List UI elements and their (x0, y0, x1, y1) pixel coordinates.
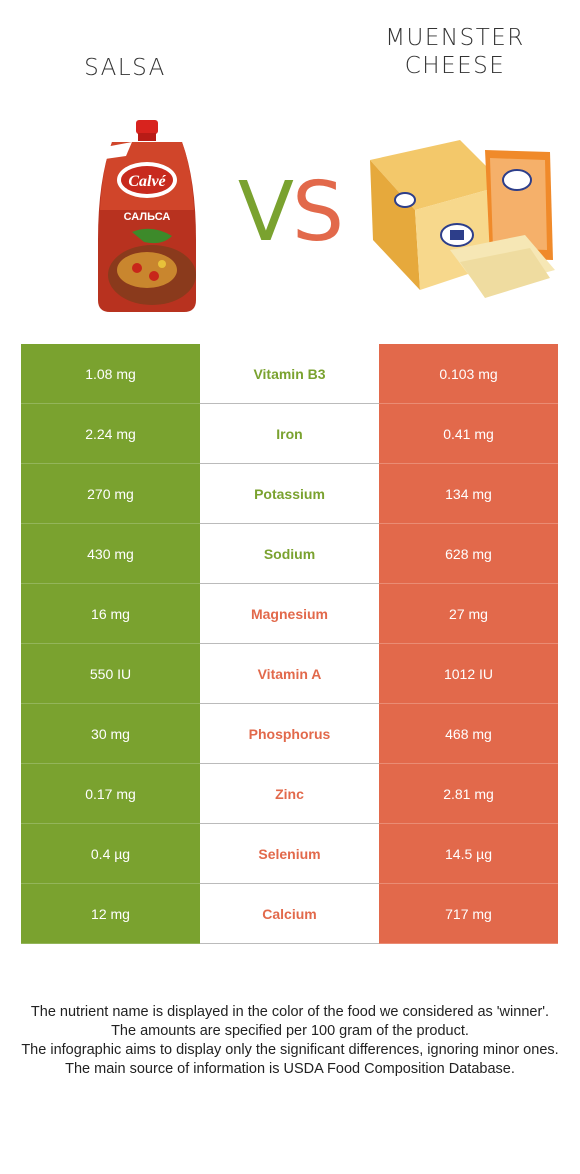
nutrient-name: Sodium (200, 523, 379, 584)
table-row: 0.17 mg Zinc 2.81 mg (21, 763, 558, 824)
footer-line: The main source of information is USDA F… (65, 1061, 515, 1077)
left-value: 270 mg (21, 463, 200, 524)
table-row: 2.24 mg Iron 0.41 mg (21, 403, 558, 464)
vs-label: VS (222, 168, 358, 258)
footer-notes: The nutrient name is displayed in the co… (15, 1003, 565, 1079)
right-value: 0.103 mg (379, 344, 558, 404)
table-row: 550 IU Vitamin A 1012 IU (21, 643, 558, 704)
nutrient-name: Zinc (200, 763, 379, 824)
left-value: 30 mg (21, 703, 200, 764)
right-value: 0.41 mg (379, 403, 558, 464)
nutrient-name: Calcium (200, 883, 379, 944)
footer-line: The amounts are specified per 100 gram o… (111, 1023, 469, 1039)
nutrient-name: Potassium (200, 463, 379, 524)
table-row: 0.4 µg Selenium 14.5 µg (21, 823, 558, 884)
right-value: 27 mg (379, 583, 558, 644)
nutrient-name: Iron (200, 403, 379, 464)
nutrient-name: Selenium (200, 823, 379, 884)
table-row: 270 mg Potassium 134 mg (21, 463, 558, 524)
right-value: 717 mg (379, 883, 558, 944)
vs-v: V (237, 165, 294, 260)
nutrient-name: Magnesium (200, 583, 379, 644)
left-value: 12 mg (21, 883, 200, 944)
table-row: 430 mg Sodium 628 mg (21, 523, 558, 584)
left-value: 0.17 mg (21, 763, 200, 824)
table-row: 12 mg Calcium 717 mg (21, 883, 558, 944)
left-food-title: SALSA (84, 55, 166, 81)
right-value: 1012 IU (379, 643, 558, 704)
nutrient-name: Vitamin A (200, 643, 379, 704)
footer-line: The nutrient name is displayed in the co… (30, 1004, 550, 1020)
table-row: 16 mg Magnesium 27 mg (21, 583, 558, 644)
left-value: 2.24 mg (21, 403, 200, 464)
right-value: 2.81 mg (379, 763, 558, 824)
nutrient-name: Phosphorus (200, 703, 379, 764)
vs-s: S (292, 165, 344, 260)
svg-text:САЛЬСА: САЛЬСА (124, 211, 171, 223)
left-value: 430 mg (21, 523, 200, 584)
nutrient-name: Vitamin B3 (200, 344, 379, 404)
right-value: 14.5 µg (379, 823, 558, 884)
left-value: 1.08 mg (21, 344, 200, 404)
table-row: 1.08 mg Vitamin B3 0.103 mg (21, 344, 558, 404)
svg-text:Calvé: Calvé (128, 173, 166, 190)
right-food-title: MUENSTER CHEESE (385, 25, 525, 79)
muenster-cheese-image (370, 140, 555, 298)
right-value: 134 mg (379, 463, 558, 524)
left-value: 550 IU (21, 643, 200, 704)
comparison-table: 1.08 mg Vitamin B3 0.103 mg 2.24 mg Iron 0.41… (21, 344, 558, 944)
salsa-pouch-image: Calvé САЛЬСА (98, 120, 196, 312)
left-value: 0.4 µg (21, 823, 200, 884)
left-value: 16 mg (21, 583, 200, 644)
right-value: 628 mg (379, 523, 558, 584)
footer-line: The infographic aims to display only the… (21, 1042, 559, 1058)
table-row: 30 mg Phosphorus 468 mg (21, 703, 558, 764)
right-value: 468 mg (379, 703, 558, 764)
